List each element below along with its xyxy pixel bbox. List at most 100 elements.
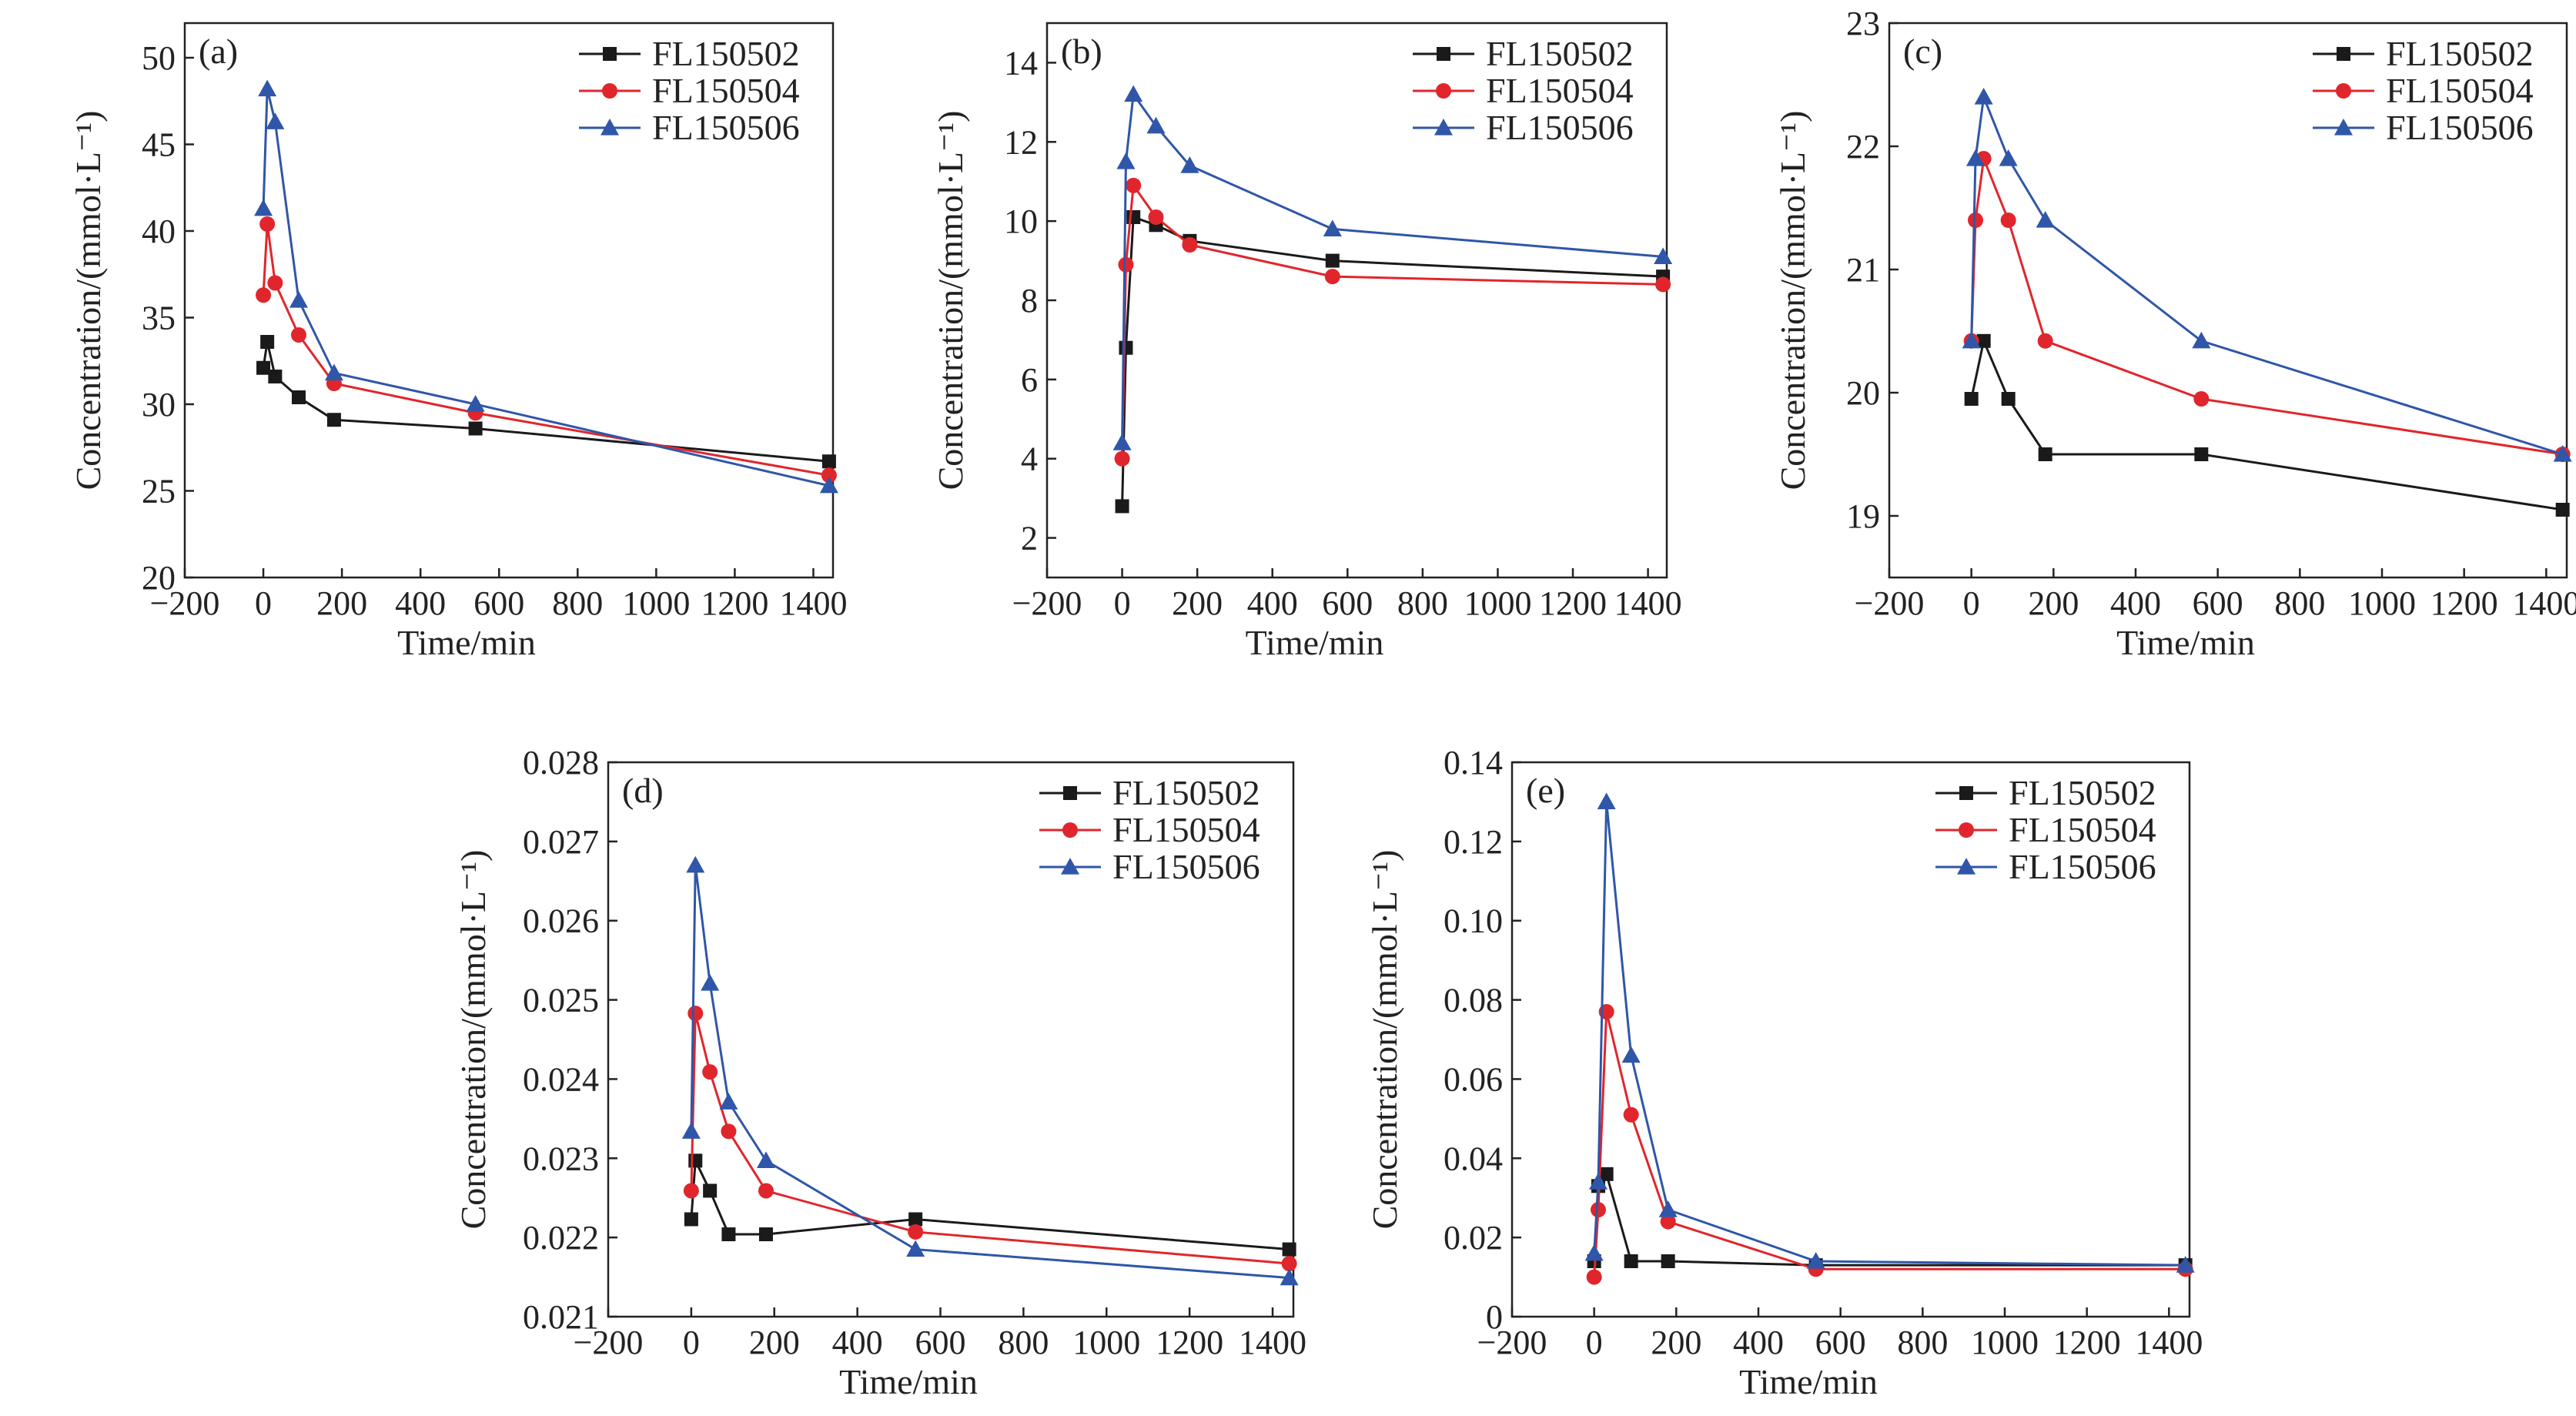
data-point (1661, 1254, 1675, 1268)
data-point (1116, 152, 1136, 169)
y-tick-label: 0.10 (1444, 902, 1503, 940)
data-point (1114, 450, 1130, 467)
data-point (1964, 392, 1979, 406)
legend-entry: FL150506 (2386, 108, 2534, 147)
series-line (1970, 336, 2563, 511)
data-point (2000, 213, 2016, 228)
data-point (1118, 256, 1134, 273)
data-point (290, 327, 306, 343)
y-tick-label: 0.12 (1444, 823, 1503, 861)
series-line (1593, 1011, 2186, 1277)
x-tick-label: 800 (1397, 584, 1448, 622)
legend-entry: FL150504 (652, 71, 800, 110)
y-tick-label: 12 (1004, 123, 1038, 161)
data-point (1586, 1269, 1602, 1285)
data-point (1146, 116, 1166, 134)
x-tick-label: 200 (316, 584, 367, 622)
x-tick-label: 800 (2274, 584, 2325, 622)
data-point (256, 287, 272, 303)
legend-marker (603, 47, 617, 61)
data-point (1597, 792, 1616, 810)
legend-entry: FL150504 (2386, 71, 2534, 110)
data-point (260, 335, 275, 349)
x-tick-label: 0 (255, 584, 272, 622)
plot-frame (1888, 22, 2568, 579)
series-FL150504 (683, 1006, 1297, 1272)
legend-entry: FL150506 (652, 108, 800, 147)
chart-panel-b: −200 0 200 400 600 800 1000 1200 1400 2 4 6 8 10 12 14 T… (931, 22, 1682, 662)
data-point (1280, 1268, 1299, 1286)
x-tick-label: 1400 (2512, 584, 2576, 622)
data-point (683, 1183, 699, 1199)
y-tick-label: 0.026 (523, 902, 599, 940)
y-tick-label: 20 (1846, 374, 1880, 412)
x-tick-label: 600 (1322, 584, 1373, 622)
data-point (1148, 209, 1164, 225)
x-tick-label: 1200 (1539, 584, 1607, 622)
y-tick-label: 10 (1004, 203, 1038, 240)
x-tick-label: 0 (683, 1324, 700, 1361)
x-axis-title: Time/min (1246, 623, 1384, 662)
legend-marker (1957, 858, 1975, 875)
data-point (1282, 1242, 1296, 1257)
data-point (721, 1123, 737, 1140)
legend-entry: FL150502 (2009, 773, 2156, 812)
plot-frame (607, 761, 1295, 1318)
x-tick-label: −200 (1012, 584, 1082, 622)
data-point (1126, 177, 1142, 193)
data-point (684, 1212, 698, 1227)
y-tick-label: 25 (142, 473, 176, 510)
legend-marker (1959, 786, 1973, 800)
series-line (1121, 182, 1664, 459)
data-point (2037, 333, 2053, 349)
data-point (1325, 253, 1340, 268)
legend-marker (602, 83, 617, 99)
y-tick-label: 0.028 (523, 744, 599, 782)
panel-label: (e) (1526, 771, 1565, 810)
data-point (1623, 1106, 1639, 1123)
x-tick-label: 600 (2193, 584, 2243, 622)
y-tick-label: 23 (1846, 5, 1880, 42)
data-point (2001, 392, 2016, 406)
y-tick-label: 0.04 (1444, 1140, 1503, 1177)
legend-marker (1063, 786, 1077, 800)
y-tick-label: 14 (1004, 44, 1038, 82)
x-tick-label: 400 (1247, 584, 1298, 622)
data-point (1966, 149, 1985, 166)
series-FL150502 (1964, 333, 2570, 517)
y-tick-label: 6 (1021, 361, 1038, 399)
data-point (266, 112, 285, 129)
legend-entry: FL150506 (1486, 108, 1634, 147)
data-point (1591, 1202, 1606, 1218)
data-point (1654, 247, 1673, 265)
x-axis-title: Time/min (839, 1362, 978, 1401)
y-tick-label: 22 (1846, 128, 1880, 166)
panel-label: (c) (1903, 32, 1942, 71)
data-point (756, 1151, 775, 1168)
data-point (1962, 331, 1981, 349)
series-FL150506 (1962, 88, 2572, 462)
series-FL150502 (1115, 210, 1671, 514)
data-point (681, 1122, 701, 1139)
data-point (1660, 1213, 1676, 1230)
x-tick-label: 1000 (1464, 584, 1531, 622)
y-tick-label: 20 (142, 559, 176, 597)
series-FL150502 (684, 1153, 1296, 1257)
data-point (256, 360, 271, 375)
x-tick-label: 1400 (2135, 1324, 2203, 1361)
data-point (2038, 447, 2052, 461)
data-point (719, 1093, 738, 1110)
panel-label: (b) (1061, 32, 1102, 71)
legend-entry: FL150506 (2009, 847, 2156, 886)
x-tick-label: −200 (1855, 584, 1925, 622)
legend-entry: FL150506 (1112, 847, 1260, 886)
chart-panel-a: −200 0 200 400 600 800 1000 1200 1400 20 25 30 35 40 4… (69, 22, 847, 662)
series-line (1121, 215, 1664, 507)
data-point (254, 199, 273, 216)
x-tick-label: 800 (552, 584, 603, 622)
x-tick-label: 200 (749, 1324, 800, 1361)
chart-panel-d: −200 0 200 400 600 800 1000 1200 1400 0.021 0.022 0… (453, 744, 1306, 1401)
legend-entry: FL150502 (652, 34, 800, 73)
